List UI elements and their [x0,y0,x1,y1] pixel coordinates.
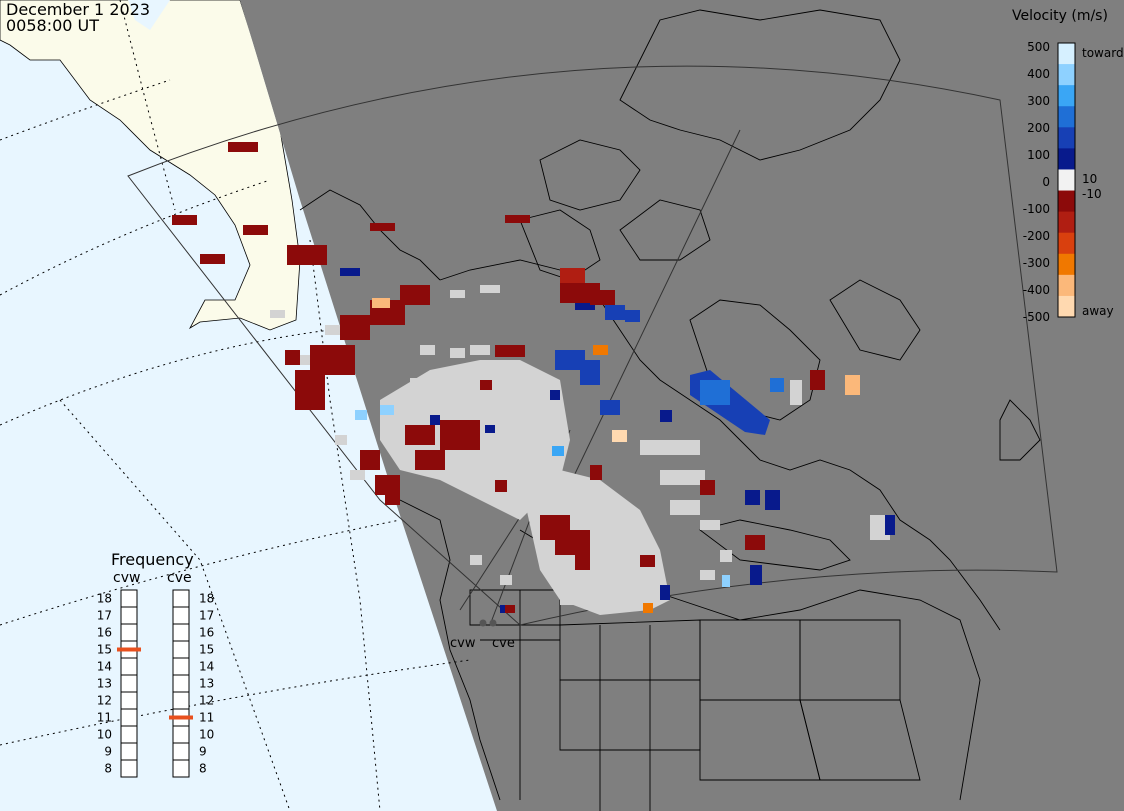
colorbar-segment [1058,232,1075,255]
frequency-marker-cve [169,715,193,720]
colorbar-segment [1058,64,1075,86]
colorbar-segment [1058,274,1075,297]
frequency-bars [120,589,190,778]
velocity-tick-label: 400 [1027,67,1050,81]
colorbar-segment [1058,190,1075,213]
velocity-tick-label: 300 [1027,94,1050,108]
velocity-colorbar [1057,42,1076,318]
velocity-tick-label: 500 [1027,40,1050,54]
frequency-tick-left: 17 [97,609,112,623]
frequency-tick-right: 9 [199,745,207,759]
velocity-tick-label: -500 [1023,310,1050,324]
radar-sites: cvw cve [450,619,515,651]
date-label: December 1 2023 [6,0,151,19]
velocity-tick-label: -400 [1023,283,1050,297]
frequency-marker-cvw [117,647,141,652]
latlon-grid [0,0,471,811]
site-marker-cvw [479,619,487,627]
frequency-tick-right: 18 [199,592,214,606]
colorbar-segment [1058,169,1075,192]
colorbar-segment [1058,253,1075,276]
frequency-radar-label-cve: cve [167,570,192,586]
ground-scatter [270,285,890,615]
velocity-tick-labels: 500400300200100100-10-100-200-300-400-50… [1023,40,1102,324]
frequency-markers [117,647,193,720]
frequency-tick-left: 18 [97,592,112,606]
colorbar-segment [1058,106,1075,128]
colorbar-segment [1058,85,1075,107]
velocity-tick-label: 10 [1082,172,1097,186]
frequency-tick-right: 17 [199,609,214,623]
site-label-cvw: cvw [450,636,476,651]
frequency-bar-cvw [120,589,138,778]
velocity-legend: Velocity (m/s) 500400300200100100-10-100… [1012,8,1124,324]
frequency-tick-right: 12 [199,694,214,708]
velocity-away-label: away [1082,304,1114,318]
frequency-tick-right: 13 [199,677,214,691]
colorbar-segment [1058,148,1075,170]
echoes-toward [340,268,895,613]
frequency-tick-left: 12 [97,694,112,708]
velocity-tick-label: -10 [1082,187,1102,201]
frequency-tick-left: 14 [97,660,112,674]
frequency-panel: Frequency cvw cve 18 18 17 17 16 16 15 15 14 14 13… [97,550,215,778]
site-marker-cve [489,619,497,627]
frequency-tick-right: 16 [199,626,214,640]
frequency-title: Frequency [111,550,194,569]
time-label: 0058:00 UT [6,16,100,35]
frequency-tick-left: 16 [97,626,112,640]
daylit-land [0,0,301,331]
site-label-cve: cve [492,636,515,651]
frequency-tick-left: 9 [104,745,112,759]
velocity-tick-label: 200 [1027,121,1050,135]
frequency-tick-right: 15 [199,643,214,657]
frequency-tick-right: 11 [199,711,214,725]
colorbar-segment [1058,295,1075,318]
frequency-bar-cve [172,589,190,778]
velocity-tick-label: 0 [1042,175,1050,189]
frequency-tick-left: 15 [97,643,112,657]
frequency-tick-right: 8 [199,762,207,776]
velocity-tick-label: -200 [1023,229,1050,243]
velocity-legend-title: Velocity (m/s) [1012,8,1108,24]
colorbar-segment [1058,43,1075,65]
echoes-away [172,142,860,613]
velocity-tick-label: -300 [1023,256,1050,270]
colorbar-frame [1057,42,1076,318]
frequency-tick-left: 8 [104,762,112,776]
frequency-tick-left: 10 [97,728,112,742]
frequency-tick-right: 14 [199,660,214,674]
frequency-radar-label-cvw: cvw [113,570,140,586]
colorbar-segment [1058,211,1075,234]
frequency-tick-left: 13 [97,677,112,691]
colorbar-segment [1058,127,1075,149]
velocity-tick-label: -100 [1023,202,1050,216]
frequency-tick-left: 11 [97,711,112,725]
frequency-tick-labels: 18 18 17 17 16 16 15 15 14 14 13 13 12 12 11 11 10 10 9 9 8 8 [97,592,215,776]
frequency-tick-right: 10 [199,728,214,742]
velocity-tick-label: 100 [1027,148,1050,162]
velocity-toward-label: toward [1082,46,1124,60]
